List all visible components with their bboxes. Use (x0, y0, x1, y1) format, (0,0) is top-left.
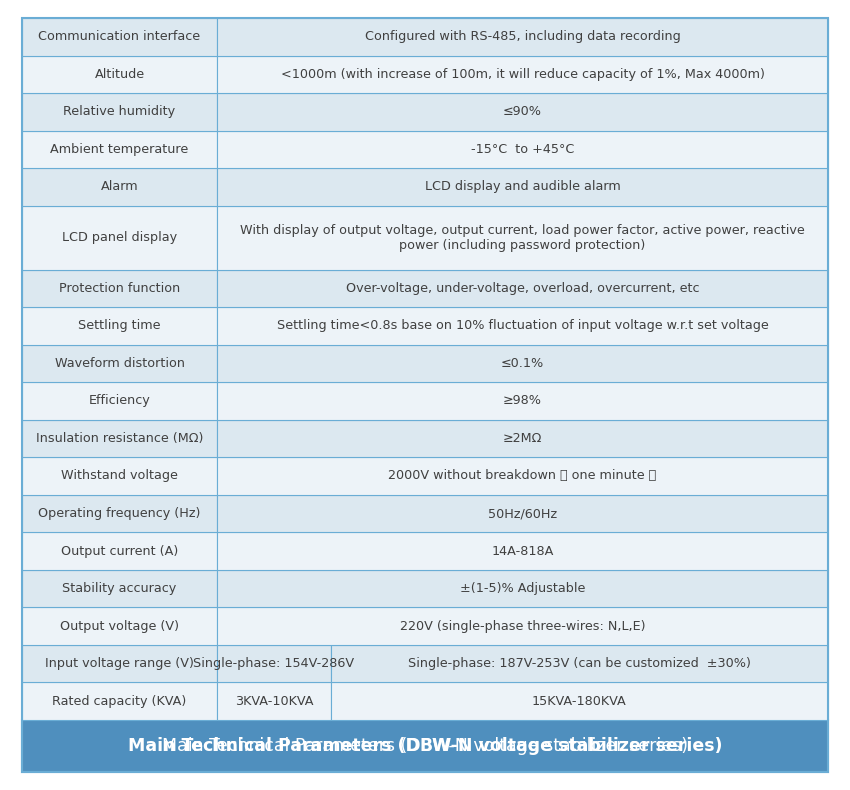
Bar (22, 307, 217, 344)
Bar (331, 645, 828, 683)
Text: Ambient temperature: Ambient temperature (50, 143, 189, 156)
Text: Main Technical Parameters (DBW-N voltage stabilizer series): Main Technical Parameters (DBW-N voltage… (162, 737, 688, 755)
Text: Protection function: Protection function (59, 282, 180, 295)
Text: 3KVA-10KVA: 3KVA-10KVA (235, 694, 313, 708)
Bar (217, 495, 828, 532)
Text: -15°C  to +45°C: -15°C to +45°C (471, 143, 575, 156)
Bar (217, 205, 828, 269)
Bar (22, 382, 217, 419)
Bar (217, 570, 828, 608)
Bar (217, 307, 828, 344)
Bar (217, 608, 828, 645)
Bar (22, 570, 217, 608)
Text: Relative humidity: Relative humidity (64, 105, 176, 118)
Bar (22, 419, 217, 457)
Bar (22, 344, 217, 382)
Text: 50Hz/60Hz: 50Hz/60Hz (488, 507, 557, 520)
Text: 2000V without breakdown （ one minute ）: 2000V without breakdown （ one minute ） (388, 469, 657, 483)
Bar (217, 93, 828, 130)
Bar (217, 269, 828, 307)
Text: 15KVA-180KVA: 15KVA-180KVA (532, 694, 626, 708)
Text: Output voltage (V): Output voltage (V) (60, 619, 179, 633)
Bar (22, 130, 217, 168)
Text: Withstand voltage: Withstand voltage (61, 469, 178, 483)
Bar (22, 457, 217, 495)
Bar (217, 382, 828, 419)
Bar (217, 645, 331, 683)
Text: Settling time<0.8s base on 10% fluctuation of input voltage w.r.t set voltage: Settling time<0.8s base on 10% fluctuati… (276, 319, 768, 333)
Bar (217, 130, 828, 168)
Text: 14A-818A: 14A-818A (491, 544, 553, 558)
Bar (217, 419, 828, 457)
Text: Single-phase: 154V-286V: Single-phase: 154V-286V (193, 657, 354, 670)
Text: Efficiency: Efficiency (88, 394, 150, 408)
Text: With display of output voltage, output current, load power factor, active power,: With display of output voltage, output c… (241, 224, 805, 251)
Text: Insulation resistance (MΩ): Insulation resistance (MΩ) (36, 432, 203, 445)
Bar (22, 55, 217, 93)
Text: Configured with RS-485, including data recording: Configured with RS-485, including data r… (365, 30, 680, 43)
Text: <1000m (with increase of 100m, it will reduce capacity of 1%, Max 4000m): <1000m (with increase of 100m, it will r… (280, 68, 764, 81)
Bar (22, 532, 217, 570)
Text: 220V (single-phase three-wires: N,L,E): 220V (single-phase three-wires: N,L,E) (400, 619, 645, 633)
Text: ≥2MΩ: ≥2MΩ (503, 432, 542, 445)
Text: ±(1-5)% Adjustable: ±(1-5)% Adjustable (460, 582, 585, 595)
Bar (22, 93, 217, 130)
Text: ≤90%: ≤90% (503, 105, 542, 118)
Text: LCD display and audible alarm: LCD display and audible alarm (425, 180, 620, 194)
Text: Over-voltage, under-voltage, overload, overcurrent, etc: Over-voltage, under-voltage, overload, o… (346, 282, 700, 295)
Text: ≤0.1%: ≤0.1% (501, 357, 544, 370)
Bar (22, 205, 217, 269)
Text: Settling time: Settling time (78, 319, 161, 333)
Bar (217, 532, 828, 570)
Text: Single-phase: 187V-253V (can be customized  ±30%): Single-phase: 187V-253V (can be customiz… (408, 657, 751, 670)
Bar (217, 18, 828, 55)
Bar (217, 168, 828, 205)
Bar (22, 269, 217, 307)
Bar (22, 608, 217, 645)
Bar (217, 344, 828, 382)
Text: Alarm: Alarm (100, 180, 139, 194)
Text: Stability accuracy: Stability accuracy (62, 582, 177, 595)
Bar (22, 18, 217, 55)
Bar (217, 55, 828, 93)
Bar (217, 457, 828, 495)
Bar (22, 683, 217, 720)
Text: Output current (A): Output current (A) (61, 544, 178, 558)
Text: Main Technical Parameters (DBW-N voltage stabilizer series): Main Technical Parameters (DBW-N voltage… (128, 737, 722, 755)
Bar (22, 495, 217, 532)
Bar (22, 168, 217, 205)
Bar (331, 683, 828, 720)
Text: ≥98%: ≥98% (503, 394, 542, 408)
Text: LCD panel display: LCD panel display (62, 231, 177, 244)
Text: Communication interface: Communication interface (38, 30, 201, 43)
Text: Altitude: Altitude (94, 68, 144, 81)
Bar (217, 683, 331, 720)
Text: Operating frequency (Hz): Operating frequency (Hz) (38, 507, 201, 520)
Text: Waveform distortion: Waveform distortion (54, 357, 184, 370)
Bar (22, 645, 217, 683)
Text: Rated capacity (KVA): Rated capacity (KVA) (53, 694, 187, 708)
Text: Input voltage range (V): Input voltage range (V) (45, 657, 194, 670)
Bar (22, 720, 828, 772)
